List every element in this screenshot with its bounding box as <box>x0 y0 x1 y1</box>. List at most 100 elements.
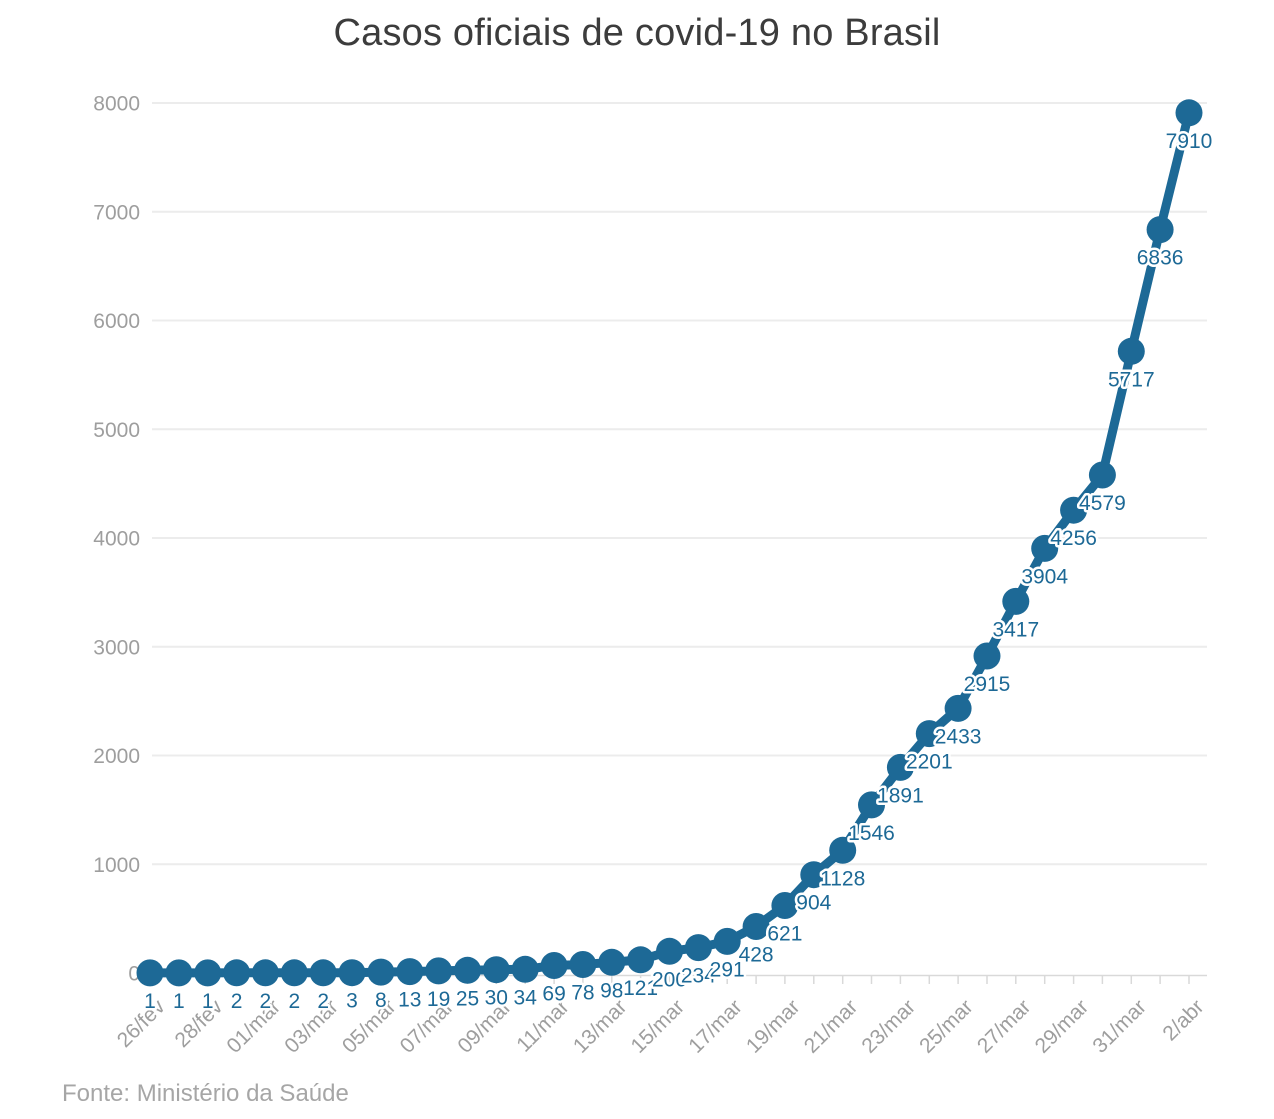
data-point <box>396 958 424 986</box>
data-point <box>771 892 799 919</box>
x-axis-tick-label: 27/mar <box>973 995 1035 1057</box>
chart-title: Casos oficiais de covid-19 no Brasil <box>333 12 941 54</box>
data-point-labels: 1 1 1 2 2 2 2 3 8 13 19 25 30 34 69 78 98 121200234291428… <box>142 127 1215 1015</box>
data-point-label: 121 <box>623 977 658 1000</box>
data-point-label: 2433 <box>935 725 982 748</box>
data-point-label: 3 <box>346 990 358 1013</box>
x-axis-tick-label: 29/mar <box>1031 995 1093 1057</box>
x-axis-tick-label: 31/mar <box>1088 995 1150 1057</box>
data-point-label: 1 <box>202 990 214 1013</box>
data-point <box>1117 337 1145 365</box>
data-point-label: 34 <box>514 986 538 1009</box>
y-axis-tick-label: 8000 <box>93 93 140 116</box>
data-point-label: 78 <box>571 982 594 1005</box>
y-axis-tick-label: 0 <box>128 963 140 986</box>
y-axis-tick-label: 5000 <box>93 419 140 442</box>
x-axis-tick-label: 26/fev <box>113 995 170 1052</box>
data-point-label: 25 <box>456 987 479 1010</box>
data-point <box>915 720 943 748</box>
data-point-label: 200 <box>652 968 687 991</box>
data-point-label: 19 <box>427 988 450 1011</box>
y-axis-tick-label: 3000 <box>93 636 140 659</box>
gridlines <box>152 102 1207 866</box>
data-points <box>136 99 1203 987</box>
data-point <box>309 959 337 987</box>
data-point <box>165 959 193 987</box>
data-point <box>713 927 741 955</box>
data-point-label: 8 <box>375 989 387 1012</box>
data-point <box>367 958 395 986</box>
data-point-label: 428 <box>739 944 774 967</box>
data-point <box>280 959 308 987</box>
source-note: Fonte: Ministério da Saúde <box>62 1080 349 1107</box>
data-point <box>454 956 481 984</box>
data-point-label: 2915 <box>964 673 1011 696</box>
x-axis-tick-label: 17/mar <box>684 995 746 1057</box>
x-axis-tick-label: 15/mar <box>627 995 689 1057</box>
data-point <box>829 836 857 864</box>
data-point <box>425 957 453 985</box>
x-axis-tick-label: 2/abr <box>1158 995 1208 1045</box>
x-axis-labels: 26/fev 28/fev01/mar03/mar05/mar07/mar09/m… <box>113 995 1209 1058</box>
data-point <box>1088 461 1116 489</box>
y-axis-labels: 0 1000 2000 3000 4000 5000 6000 7000 8000 <box>93 93 140 986</box>
data-point-label: 5717 <box>1108 368 1155 391</box>
data-point-label: 4579 <box>1079 492 1126 515</box>
data-point-label: 1128 <box>820 867 865 890</box>
data-point <box>540 952 568 979</box>
data-point <box>800 861 828 889</box>
data-point-label: 2201 <box>906 751 953 774</box>
data-point <box>194 959 222 987</box>
data-point-label: 1 <box>144 990 156 1013</box>
data-point <box>944 694 972 722</box>
data-point-label: 30 <box>485 987 508 1010</box>
data-point <box>482 956 510 984</box>
data-point-label: 2 <box>317 990 329 1013</box>
data-point <box>136 959 164 987</box>
y-axis-tick-label: 1000 <box>93 854 140 877</box>
data-point <box>973 642 1001 670</box>
x-axis-tick-label: 19/mar <box>742 995 804 1057</box>
data-point <box>223 959 251 987</box>
data-point <box>1031 534 1059 562</box>
data-point <box>1175 99 1203 127</box>
data-point-label: 7910 <box>1166 130 1213 153</box>
data-point <box>251 959 279 987</box>
data-point-label: 1546 <box>848 822 895 845</box>
data-point-label: 2 <box>231 990 243 1013</box>
data-point <box>511 955 539 983</box>
data-point-label: 3417 <box>992 618 1039 641</box>
data-point-label: 1 <box>173 990 185 1013</box>
data-point-label: 4256 <box>1050 527 1097 550</box>
data-point <box>886 753 914 781</box>
data-point-label: 98 <box>600 979 623 1002</box>
data-point-label: 621 <box>767 923 802 946</box>
data-point <box>656 937 683 965</box>
data-point <box>598 948 626 976</box>
y-axis-tick-label: 2000 <box>93 745 140 768</box>
data-point-label: 2 <box>288 990 300 1013</box>
data-point <box>627 946 655 974</box>
data-point <box>1060 496 1088 524</box>
data-point-label: 234 <box>681 965 716 988</box>
y-axis-tick-label: 6000 <box>93 310 140 333</box>
data-point <box>858 791 885 819</box>
x-axis-tick-label: 25/mar <box>915 995 977 1057</box>
data-point-label: 6836 <box>1137 247 1184 270</box>
data-point-label: 13 <box>398 989 421 1012</box>
data-point-label: 904 <box>796 892 831 915</box>
y-axis-tick-label: 4000 <box>93 528 140 551</box>
data-point <box>1146 216 1174 244</box>
data-point-label: 69 <box>542 983 565 1006</box>
data-point <box>684 934 712 962</box>
y-axis-tick-label: 7000 <box>93 201 140 224</box>
data-point-label: 1891 <box>877 784 924 807</box>
x-axis-tick-label: 13/mar <box>569 995 631 1057</box>
data-point-label: 291 <box>710 958 745 981</box>
x-axis-tick-label: 21/mar <box>800 995 862 1057</box>
x-axis-tick-label: 23/mar <box>857 995 919 1057</box>
data-point <box>569 951 597 978</box>
data-point <box>338 959 366 987</box>
